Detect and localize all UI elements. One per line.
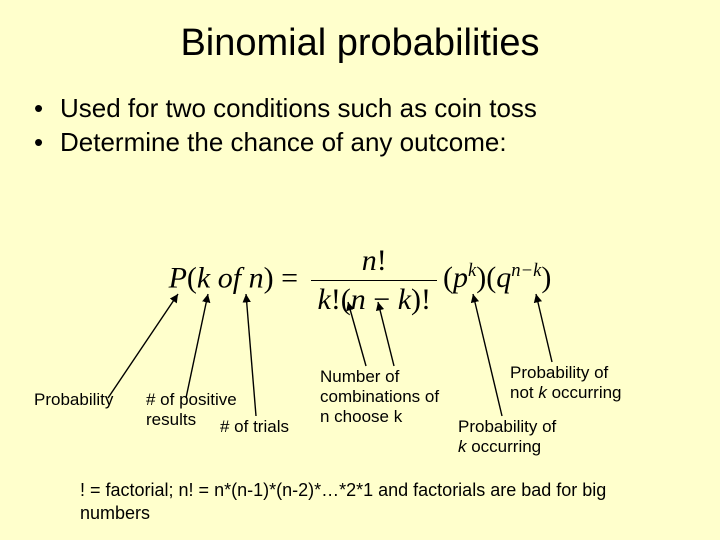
slide-title: Binomial probabilities xyxy=(0,0,720,65)
formula-k: k xyxy=(197,261,210,294)
bullet-item: • Used for two conditions such as coin t… xyxy=(34,91,720,125)
formula-term-qnk: (qn−k) xyxy=(486,261,551,294)
formula-equals: = xyxy=(274,261,306,294)
formula-n: n xyxy=(249,261,264,294)
bullet-dot-icon: • xyxy=(34,125,60,159)
annotation-combinations: Number of combinations of n choose k xyxy=(320,367,439,427)
bullet-text: Used for two conditions such as coin tos… xyxy=(60,91,537,125)
footnote: ! = factorial; n! = n*(n-1)*(n-2)*…*2*1 … xyxy=(80,479,650,524)
bullet-list: • Used for two conditions such as coin t… xyxy=(34,91,720,160)
formula: P(k of n) = n! k!(n − k)! (pk)(qn−k) xyxy=(0,244,720,317)
fraction-denominator: k!(n − k)! xyxy=(311,281,437,317)
formula-close-paren: ) xyxy=(264,261,274,294)
formula-fraction: n! k!(n − k)! xyxy=(311,244,437,317)
bullet-item: • Determine the chance of any outcome: xyxy=(34,125,720,159)
annotation-q-occurring: Probability of not k occurring xyxy=(510,363,622,403)
annotation-probability: Probability xyxy=(34,390,113,410)
annotation-n-trials: # of trials xyxy=(220,417,289,437)
formula-of: of xyxy=(210,261,248,294)
formula-term-pk: (pk) xyxy=(443,261,486,294)
fraction-numerator: n! xyxy=(311,244,437,281)
formula-open-paren: ( xyxy=(187,261,197,294)
annotation-p-occurring: Probability of k occurring xyxy=(458,417,556,457)
formula-P: P xyxy=(169,261,187,294)
bullet-text: Determine the chance of any outcome: xyxy=(60,125,507,159)
bullet-dot-icon: • xyxy=(34,91,60,125)
